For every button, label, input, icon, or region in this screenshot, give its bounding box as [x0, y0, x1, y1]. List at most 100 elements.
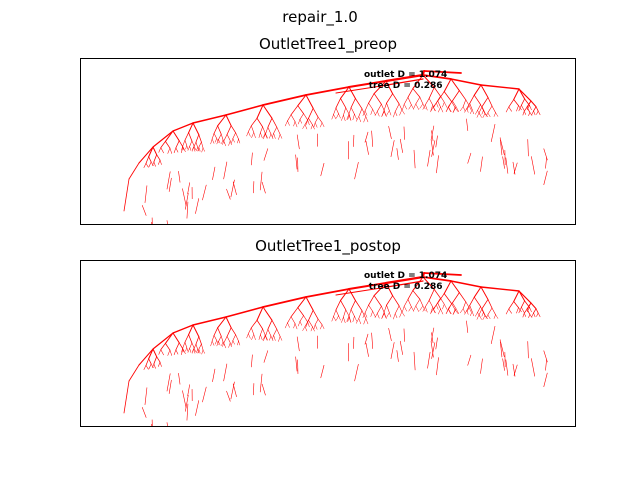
vessel-segment [401, 109, 405, 115]
vessel-segment [442, 303, 445, 310]
vessel-segment [455, 106, 460, 113]
vessel-segment [198, 336, 202, 345]
vessel-segment [385, 282, 394, 297]
vessel-segment [186, 201, 189, 219]
vessel-segment [304, 124, 308, 130]
vessel-segment [201, 141, 204, 149]
vessel-segment [427, 149, 431, 167]
vessel-segment [178, 171, 181, 183]
vessel-segment [438, 106, 441, 113]
vessel-segment [448, 106, 451, 113]
vessel-segment [164, 130, 174, 142]
vessel-segment [226, 390, 231, 402]
vessel-segment [186, 145, 189, 150]
vessel-segment [435, 135, 438, 148]
vessel-segment [279, 336, 283, 341]
vessel-segment [298, 119, 301, 125]
vessel-segment [335, 300, 341, 311]
vessel-segment [158, 159, 161, 165]
vessel-segment [248, 125, 252, 133]
vessel-segment [331, 114, 334, 120]
vessel-segment [393, 313, 396, 320]
vessel-segment [192, 114, 227, 124]
vessel-segment [320, 122, 323, 128]
vessel-segment [368, 295, 375, 306]
vessel-segment [526, 106, 531, 113]
vessel-segment [533, 312, 536, 318]
vessel-segment [363, 116, 367, 123]
vessel-segment [335, 287, 382, 296]
vessel-segment [465, 301, 470, 308]
vessel-segment [364, 102, 369, 112]
vessel-segment [440, 106, 444, 113]
vessel-segment [175, 349, 179, 355]
vessel-segment [192, 122, 200, 136]
vessel-segment [148, 156, 152, 163]
vessel-segment [533, 308, 537, 314]
vessel-segment [466, 310, 469, 315]
vessel-segment [201, 343, 204, 351]
vessel-segment [358, 108, 363, 117]
vessel-segment [138, 348, 154, 366]
vessel-segment [182, 390, 187, 409]
vessel-segment [230, 327, 237, 336]
vessel-segment [221, 139, 224, 144]
vessel-segment [408, 306, 412, 312]
vessel-segment [500, 139, 505, 156]
vessel-segment [481, 110, 484, 115]
vessel-segment [523, 106, 528, 112]
vessel-segment [222, 140, 225, 145]
vessel-segment [251, 327, 255, 335]
vessel-segment [447, 302, 453, 309]
vessel-segment [165, 343, 171, 351]
vessel-segment [373, 295, 382, 307]
vessel-segment [458, 90, 467, 101]
vessel-segment [193, 347, 196, 352]
vessel-segment [260, 334, 263, 341]
vessel-segment [185, 347, 187, 352]
vessel-segment [246, 333, 249, 339]
vessel-segment [364, 131, 369, 143]
vessel-segment [253, 334, 256, 340]
vessel-segment [536, 312, 539, 317]
vessel-segment [407, 290, 414, 300]
vessel-segment [543, 148, 548, 161]
vessel-segment [425, 104, 428, 111]
vessel-segment [513, 99, 519, 107]
vessel-segment [251, 132, 255, 138]
vessel-segment [237, 138, 239, 144]
vessel-segment [423, 70, 462, 74]
vessel-segment [481, 312, 484, 317]
vessel-segment [350, 309, 355, 317]
vessel-segment [340, 86, 350, 99]
vessel-segment [412, 276, 424, 292]
vessel-segment [477, 104, 481, 111]
vessel-segment [476, 314, 480, 320]
vessel-segment [198, 134, 202, 143]
vessel-segment [305, 288, 350, 298]
vessel-segment [278, 134, 281, 140]
vessel-segment [348, 86, 356, 99]
vessel-segment [505, 157, 509, 174]
vessel-segment [394, 313, 398, 319]
vessel-segment [422, 103, 426, 110]
vessel-segment [527, 341, 529, 359]
vessel-segment [251, 354, 253, 368]
vessel-segment [151, 423, 152, 426]
vessel-segment [248, 327, 252, 335]
vessel-segment [435, 337, 438, 350]
vessel-segment [305, 296, 314, 311]
vessel-segment [437, 293, 445, 304]
vessel-segment [343, 107, 347, 116]
vessel-segment [193, 343, 197, 350]
vessel-segment [487, 105, 493, 114]
vessel-segment [303, 315, 308, 323]
vessel-segment [443, 280, 452, 295]
vessel-segment [151, 419, 153, 426]
vessel-segment [269, 133, 272, 139]
vessel-segment [151, 217, 153, 224]
vessel-segment [214, 138, 217, 143]
vessel-segment [168, 177, 172, 192]
vessel-segment [478, 106, 483, 114]
vessel-segment [512, 363, 516, 377]
